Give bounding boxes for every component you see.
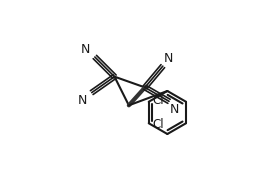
Text: N: N <box>170 103 179 116</box>
Text: Cl: Cl <box>153 94 164 107</box>
Text: Cl: Cl <box>153 118 164 131</box>
Text: N: N <box>164 52 173 65</box>
Text: N: N <box>78 94 87 107</box>
Text: N: N <box>81 43 90 56</box>
